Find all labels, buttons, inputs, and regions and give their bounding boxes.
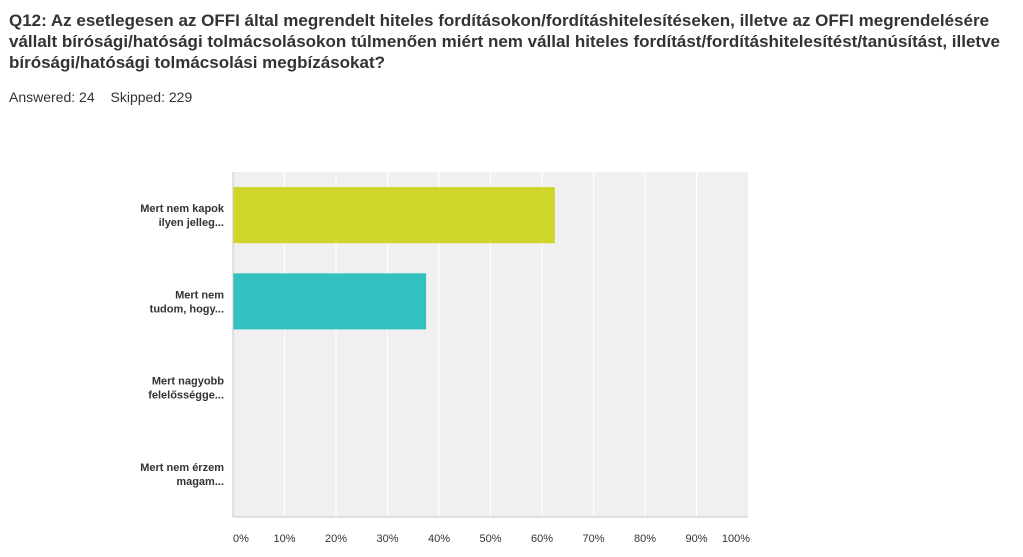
x-tick-label: 90% — [685, 533, 707, 545]
question-title: Q12: Az esetlegesen az OFFI által megren… — [9, 11, 1000, 72]
x-tick-label: 10% — [273, 533, 295, 545]
category-label-4: Mert nem érzem magam... — [140, 462, 224, 488]
x-tick-label: 70% — [582, 533, 604, 545]
category-label-line: felelősségge... — [148, 390, 224, 402]
x-tick-label: 100% — [722, 533, 750, 545]
x-tick-labels: 0% 10% 20% 30% 40% 50% 60% 70% 80% 90% 100% — [233, 533, 750, 545]
category-label-line: ilyen jelleg... — [159, 217, 224, 229]
category-label-line: Mert nem érzem — [140, 462, 224, 474]
bar-1 — [233, 187, 555, 244]
category-labels: Mert nem kapok ilyen jelleg... Mert nem tud… — [140, 203, 225, 488]
x-tick-label: 40% — [428, 533, 450, 545]
x-tick-label: 30% — [376, 533, 398, 545]
category-label-line: tudom, hogy... — [150, 303, 224, 315]
category-label-line: magam... — [176, 476, 224, 488]
x-tick-label: 60% — [531, 533, 553, 545]
bars — [233, 187, 555, 330]
category-label-2: Mert nem tudom, hogy... — [150, 289, 225, 315]
x-tick-label: 80% — [634, 533, 656, 545]
category-label-line: Mert nem — [175, 289, 224, 301]
category-label-line: Mert nem kapok — [140, 203, 225, 215]
response-stats: Answered: 24 Skipped: 229 — [9, 89, 204, 105]
category-label-line: Mert nagyobb — [152, 376, 224, 388]
answered-count: Answered: 24 — [9, 89, 95, 105]
category-label-3: Mert nagyobb felelősségge... — [148, 376, 224, 402]
bar-2 — [233, 273, 427, 330]
skipped-count: Skipped: 229 — [110, 89, 193, 105]
category-label-1: Mert nem kapok ilyen jelleg... — [140, 203, 225, 229]
x-tick-label: 50% — [479, 533, 501, 545]
x-tick-label: 20% — [325, 533, 347, 545]
x-tick-label: 0% — [233, 533, 249, 545]
